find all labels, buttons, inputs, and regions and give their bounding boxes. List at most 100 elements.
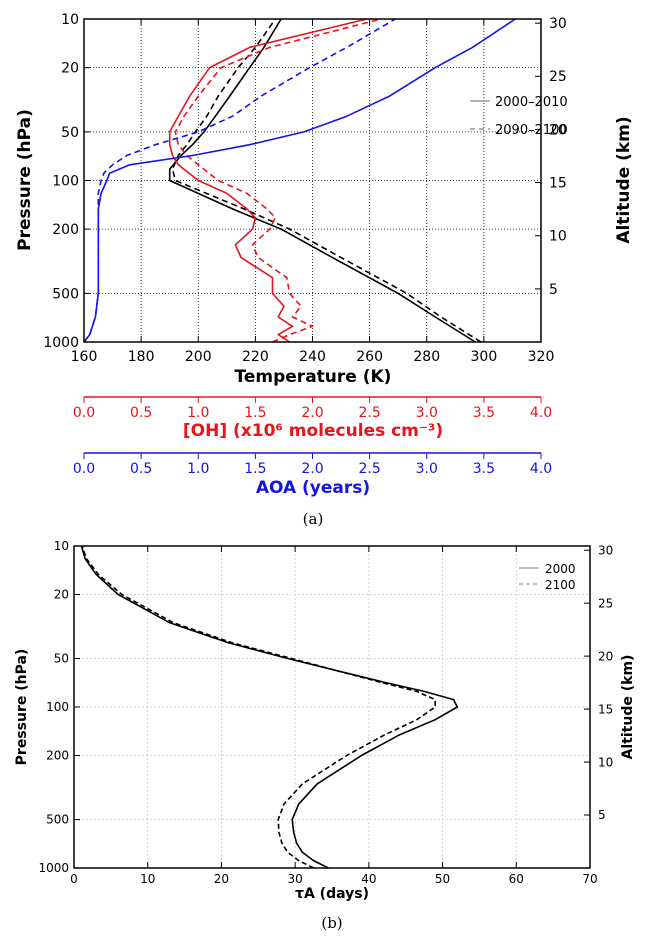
y-tick-label: 500 <box>52 286 79 302</box>
extra-axis-tick-label: 1.5 <box>244 461 266 477</box>
right-tick-label: 15 <box>549 175 567 191</box>
x-tick-label: 70 <box>582 872 597 886</box>
extra-axis-tick-label: 0.0 <box>73 461 95 477</box>
y-tick-label: 20 <box>54 588 69 602</box>
right-tick-label: 30 <box>549 16 567 32</box>
panel-b-right-ticks: 5 10 15 20 25 30 <box>584 543 613 822</box>
extra-axis-tick-label: 2.5 <box>358 461 380 477</box>
panel-a-caption: (a) <box>303 510 324 528</box>
y-tick-label: 20 <box>61 61 79 77</box>
x-tick-label: 50 <box>435 872 450 886</box>
extra-axis-tick-label: 2.0 <box>301 461 323 477</box>
x-tick-label: 0 <box>70 872 78 886</box>
panel-a-grid <box>84 19 541 342</box>
panel-a-chart: 160 180 200 220 240 260 280 300 320 102050100200… <box>15 12 634 528</box>
oh-axis: 0.0 0.5 1.0 1.5 2.0 2.5 3.0 3.5 4.0 [OH] (x10⁶ m… <box>73 396 552 441</box>
y-tick-label: 50 <box>54 652 69 666</box>
right-tick-label: 30 <box>598 543 613 557</box>
right-tick-label: 15 <box>598 702 613 716</box>
x-tick-label: 40 <box>361 872 376 886</box>
right-tick-label: 20 <box>549 122 567 138</box>
series-line-oh-solid <box>168 18 367 343</box>
right-tick-label: 5 <box>549 282 558 298</box>
panel-a-series <box>83 18 516 343</box>
x-tick-label: 300 <box>471 349 498 365</box>
series-line-temperature-dashed <box>171 18 482 343</box>
panel-a-y-axis-label: Pressure (hPa) <box>15 109 35 251</box>
extra-axis-tick-label: 3.5 <box>473 461 495 477</box>
series-line-dashed <box>81 545 437 869</box>
legend-label-2000: 2000 <box>545 562 576 576</box>
panel-b-grid <box>74 546 590 868</box>
extra-axis-tick-label: 4.0 <box>530 461 552 477</box>
extra-axis-tick-label: 3.5 <box>473 405 495 421</box>
extra-axis-tick-label: 3.0 <box>416 461 438 477</box>
x-tick-label: 20 <box>214 872 229 886</box>
aoa-axis: 0.0 0.5 1.0 1.5 2.0 2.5 3.0 3.5 4.0 AOA (years) <box>73 452 552 498</box>
y-tick-label: 200 <box>52 222 79 238</box>
legend-label-2100: 2100 <box>545 578 576 592</box>
aoa-axis-label: AOA (years) <box>256 478 370 498</box>
legend-label-2000-2010: 2000–2010 <box>495 95 568 110</box>
series-line-solid <box>80 545 459 869</box>
x-tick-label: 60 <box>509 872 524 886</box>
x-tick-label: 280 <box>413 349 440 365</box>
x-tick-label: 30 <box>288 872 303 886</box>
y-tick-label: 500 <box>46 813 69 827</box>
y-tick-label: 100 <box>52 173 79 189</box>
extra-axis-tick-label: 2.0 <box>301 405 323 421</box>
aoa-axis-ticks: 0.0 0.5 1.0 1.5 2.0 2.5 3.0 3.5 4.0 <box>73 453 552 477</box>
panel-b-legend: 2000 2100 <box>519 562 576 592</box>
legend-label-2090-2100: 2090–2100 <box>495 123 568 138</box>
extra-axis-tick-label: 4.0 <box>530 405 552 421</box>
x-tick-label: 10 <box>140 872 155 886</box>
right-tick-label: 10 <box>598 755 613 769</box>
right-tick-label: 25 <box>549 69 567 85</box>
panel-b-y-ticks: 10 20 50 100 200 500 1000 <box>38 539 80 875</box>
y-tick-label: 1000 <box>43 335 79 351</box>
right-tick-label: 10 <box>549 229 567 245</box>
y-tick-label: 200 <box>46 749 69 763</box>
panel-b-right-axis-label: Altitude (km) <box>620 655 636 760</box>
panel-b-caption: (b) <box>321 914 342 932</box>
x-tick-label: 160 <box>71 349 98 365</box>
x-tick-label: 200 <box>185 349 212 365</box>
y-tick-label: 1000 <box>38 861 69 875</box>
oh-axis-label: [OH] (x10⁶ molecules cm⁻³) <box>183 421 443 441</box>
oh-axis-ticks: 0.0 0.5 1.0 1.5 2.0 2.5 3.0 3.5 4.0 <box>73 397 552 421</box>
panel-b-x-ticks: 0 10 20 30 40 50 60 70 <box>70 546 598 886</box>
panel-a-right-axis-label: Altitude (km) <box>614 116 634 243</box>
x-tick-label: 260 <box>356 349 383 365</box>
extra-axis-tick-label: 0.5 <box>130 405 152 421</box>
right-tick-label: 20 <box>598 649 613 663</box>
panel-b-y-axis-label: Pressure (hPa) <box>14 649 30 766</box>
extra-axis-tick-label: 1.0 <box>187 405 209 421</box>
series-line-oh-dashed <box>174 18 382 343</box>
extra-axis-tick-label: 2.5 <box>358 405 380 421</box>
x-tick-label: 220 <box>242 349 269 365</box>
right-tick-label: 5 <box>598 808 606 822</box>
series-line-aoa-dashed <box>83 18 396 343</box>
y-tick-label: 50 <box>61 125 79 141</box>
panel-b-x-axis-label: τA (days) <box>295 886 369 902</box>
x-tick-label: 320 <box>528 349 555 365</box>
panel-a-legend: 2000–2010 2090–2100 <box>470 95 568 138</box>
x-tick-label: 180 <box>128 349 155 365</box>
extra-axis-tick-label: 0.0 <box>73 405 95 421</box>
y-tick-label: 10 <box>54 539 69 553</box>
extra-axis-tick-label: 1.5 <box>244 405 266 421</box>
extra-axis-tick-label: 0.5 <box>130 461 152 477</box>
right-tick-label: 25 <box>598 596 613 610</box>
panel-a-right-ticks: 5 10 15 20 25 30 <box>535 16 567 298</box>
extra-axis-tick-label: 1.0 <box>187 461 209 477</box>
panel-a-x-ticks: 160 180 200 220 240 260 280 300 320 <box>71 19 555 365</box>
panel-a-y-ticks: 10 20 50 100 200 500 1000 <box>43 12 90 351</box>
panel-a-x-axis-label: Temperature (K) <box>235 367 392 387</box>
y-tick-label: 10 <box>61 12 79 28</box>
extra-axis-tick-label: 3.0 <box>416 405 438 421</box>
x-tick-label: 240 <box>299 349 326 365</box>
panel-b-series <box>80 545 459 869</box>
y-tick-label: 100 <box>46 700 69 714</box>
